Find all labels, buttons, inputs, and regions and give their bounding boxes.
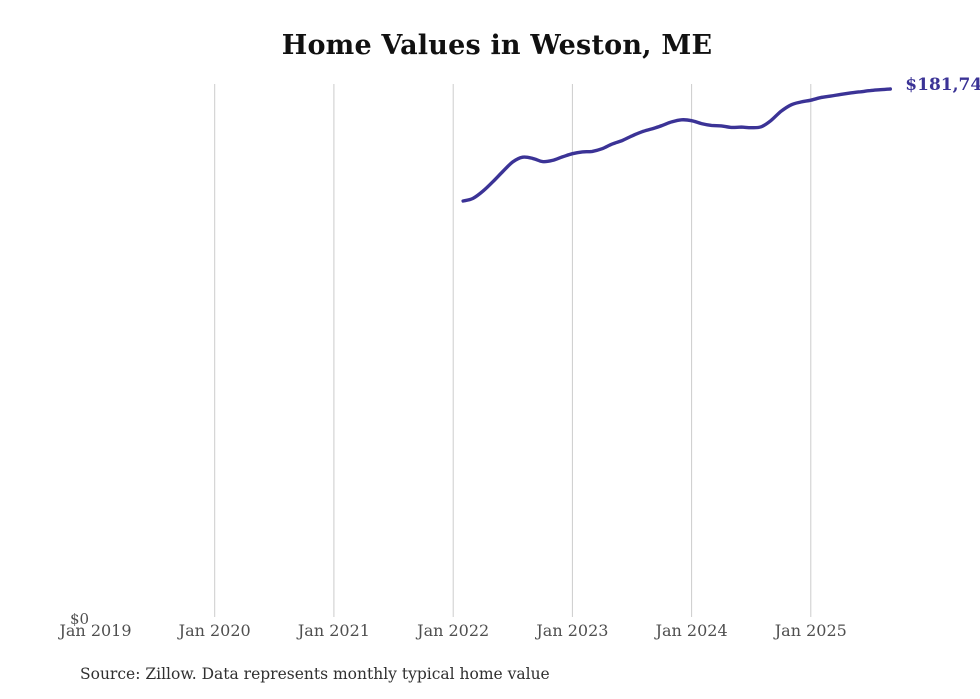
x-axis-label-2025: Jan 2025 [774, 621, 847, 640]
x-axis-label-2020: Jan 2020 [178, 621, 251, 640]
latest-value-label: $181,744 [905, 75, 980, 95]
x-axis-label-2024: Jan 2024 [655, 621, 728, 640]
x-axis-label-2021: Jan 2021 [297, 621, 370, 640]
gridlines [214, 84, 812, 617]
home-value-line [461, 87, 892, 203]
x-axis-label-2022: Jan 2022 [417, 621, 490, 640]
x-axis-label-2023: Jan 2023 [536, 621, 609, 640]
source-note: Source: Zillow. Data represents monthly … [80, 665, 550, 683]
chart-title: Home Values in Weston, ME [281, 30, 713, 61]
x-axis-label-2019: Jan 2019 [59, 621, 132, 640]
y-axis-zero-label: $0 [70, 610, 90, 628]
